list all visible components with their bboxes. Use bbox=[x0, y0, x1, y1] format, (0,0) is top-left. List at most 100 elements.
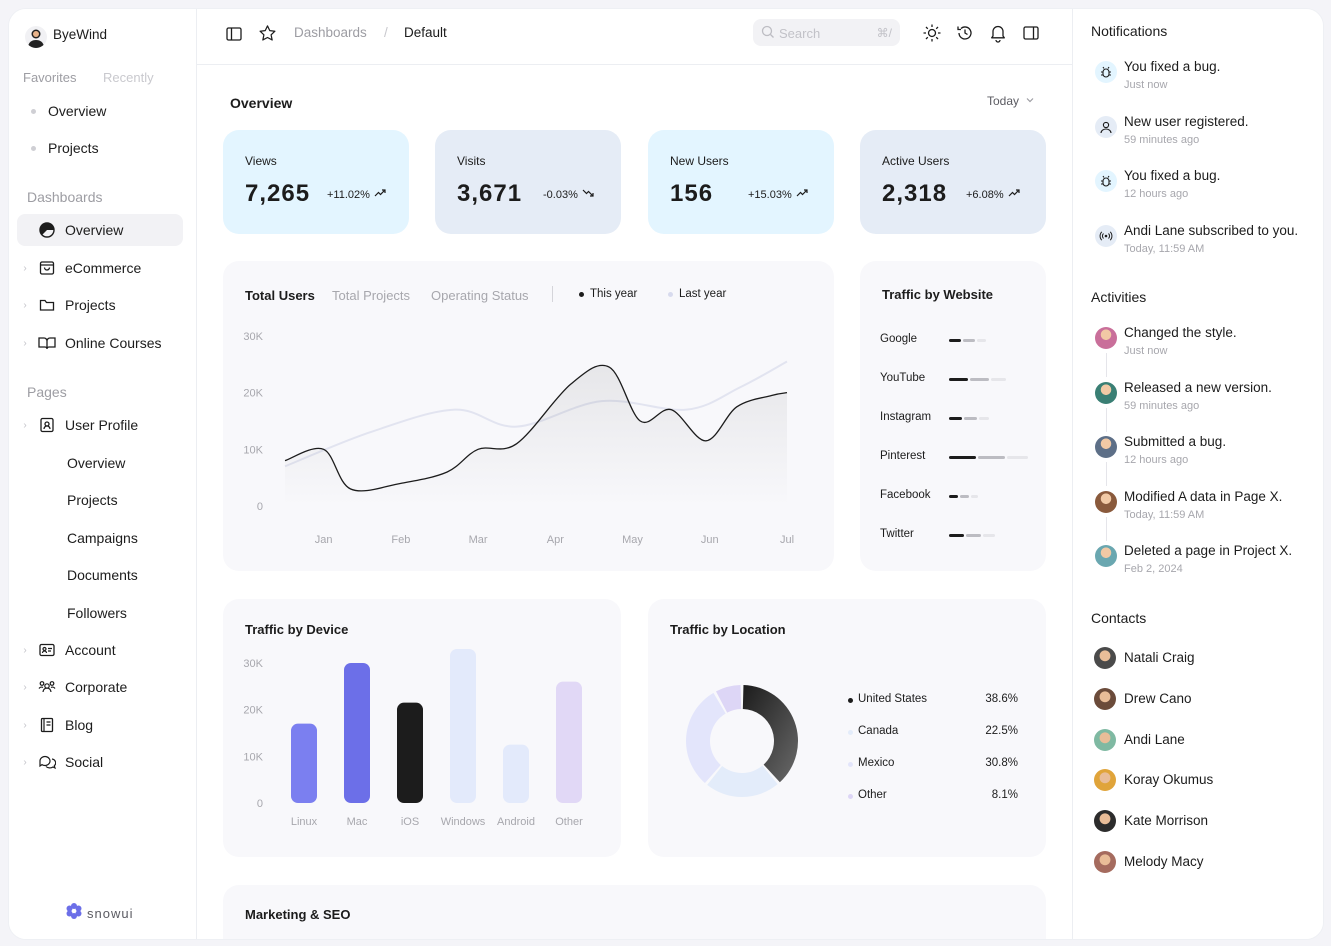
bar-android[interactable] bbox=[503, 744, 529, 803]
location-row[interactable]: Mexico 30.8% bbox=[848, 757, 1018, 773]
website-row[interactable]: Instagram bbox=[880, 411, 1040, 427]
app-window: ByeWind Favorites Recently Overview Proj… bbox=[8, 8, 1324, 940]
notifications-title: Notifications bbox=[1091, 23, 1168, 39]
x-tick-label: Windows bbox=[441, 816, 486, 828]
stat-card-active-users[interactable]: Active Users 2,318 +6.08% bbox=[860, 130, 1046, 234]
notification-time: 12 hours ago bbox=[1124, 188, 1189, 200]
website-bar-segment bbox=[983, 534, 995, 537]
tab-recently[interactable]: Recently bbox=[103, 70, 154, 85]
donut-slice[interactable] bbox=[707, 765, 778, 797]
activity-item[interactable]: Released a new version. 59 minutes ago bbox=[1091, 380, 1316, 426]
avatar bbox=[1094, 769, 1116, 792]
bell-icon[interactable] bbox=[988, 23, 1006, 43]
stat-card-views[interactable]: Views 7,265 +11.02% bbox=[223, 130, 409, 234]
sidebar-subitem-projects[interactable]: Projects bbox=[67, 492, 118, 508]
sidebar-item-projects[interactable]: › Projects bbox=[17, 289, 183, 321]
location-row[interactable]: United States 38.6% bbox=[848, 693, 1018, 709]
star-icon[interactable] bbox=[258, 24, 276, 42]
stat-card-visits[interactable]: Visits 3,671 -0.03% bbox=[435, 130, 621, 234]
sidebar-subitem-campaigns[interactable]: Campaigns bbox=[67, 530, 138, 546]
website-bar-segment bbox=[949, 417, 962, 420]
contact-item[interactable]: Andi Lane bbox=[1091, 728, 1291, 753]
tab-total-projects[interactable]: Total Projects bbox=[332, 288, 411, 303]
website-bar-segment bbox=[978, 456, 1005, 459]
sidebar-item-ecommerce[interactable]: › eCommerce bbox=[17, 252, 183, 284]
period-select[interactable]: Today bbox=[987, 94, 1035, 108]
tab-total-users[interactable]: Total Users bbox=[245, 288, 315, 303]
sidebar-item-social[interactable]: › Social bbox=[17, 746, 183, 778]
pie-chart-icon bbox=[37, 220, 57, 240]
tab-favorites[interactable]: Favorites bbox=[23, 70, 77, 85]
main-content: Dashboards / Default Search ⌘/ Overview … bbox=[197, 9, 1072, 939]
avatar bbox=[1094, 851, 1116, 873]
website-bar-segment bbox=[949, 339, 961, 342]
sidebar-item-online-courses[interactable]: › Online Courses bbox=[17, 327, 183, 359]
website-row[interactable]: Pinterest bbox=[880, 450, 1040, 466]
activity-text: Modified A data in Page X. bbox=[1124, 488, 1283, 504]
location-value: 30.8% bbox=[985, 757, 1018, 769]
donut-slice[interactable] bbox=[686, 692, 726, 783]
bar-other[interactable] bbox=[556, 681, 582, 803]
notification-item[interactable]: Andi Lane subscribed to you. Today, 11:59… bbox=[1091, 223, 1316, 269]
history-icon[interactable] bbox=[955, 23, 973, 41]
activity-item[interactable]: Deleted a page in Project X. Feb 2, 2024 bbox=[1091, 543, 1316, 589]
stat-card-new-users[interactable]: New Users 156 +15.03% bbox=[648, 130, 834, 234]
sidebar-item-blog[interactable]: › Blog bbox=[17, 709, 183, 741]
location-row[interactable]: Other 8.1% bbox=[848, 789, 1018, 805]
stat-label: Visits bbox=[457, 154, 486, 168]
sidebar-item-account[interactable]: › Account bbox=[17, 634, 183, 666]
brand-avatar[interactable] bbox=[25, 26, 47, 48]
favorite-item[interactable]: Projects bbox=[17, 132, 183, 164]
sidebar-item-overview[interactable]: Overview bbox=[17, 214, 183, 246]
website-bar-segment bbox=[971, 495, 978, 498]
search-input[interactable]: Search ⌘/ bbox=[753, 19, 900, 46]
activity-item[interactable]: Modified A data in Page X. Today, 11:59 A… bbox=[1091, 488, 1316, 535]
notification-item[interactable]: You fixed a bug. Just now bbox=[1091, 59, 1316, 105]
donut-slice[interactable] bbox=[716, 685, 742, 713]
tab-operating-status[interactable]: Operating Status bbox=[431, 288, 529, 303]
sidebar-subitem-overview[interactable]: Overview bbox=[67, 455, 126, 471]
x-tick-label: Mac bbox=[347, 816, 368, 828]
sidebar-item-corporate[interactable]: › Corporate bbox=[17, 671, 183, 703]
website-row[interactable]: YouTube bbox=[880, 372, 1040, 388]
activity-item[interactable]: Submitted a bug. 12 hours ago bbox=[1091, 434, 1316, 480]
sidebar-toggle-icon[interactable] bbox=[225, 25, 243, 43]
contact-name: Andi Lane bbox=[1124, 731, 1185, 747]
bar-linux[interactable] bbox=[291, 723, 317, 803]
website-row[interactable]: Google bbox=[880, 333, 1040, 349]
brand-name[interactable]: ByeWind bbox=[53, 27, 108, 42]
x-tick-label: iOS bbox=[401, 816, 419, 828]
favorite-item[interactable]: Overview bbox=[17, 95, 183, 127]
sidebar-item-label: Account bbox=[65, 642, 116, 658]
website-row[interactable]: Facebook bbox=[880, 489, 1040, 505]
website-row[interactable]: Twitter bbox=[880, 528, 1040, 544]
location-row[interactable]: Canada 22.5% bbox=[848, 725, 1018, 741]
bar-windows[interactable] bbox=[450, 649, 476, 803]
x-tick-label: May bbox=[622, 534, 643, 546]
contact-item[interactable]: Koray Okumus bbox=[1091, 769, 1291, 793]
breadcrumb-dashboards[interactable]: Dashboards bbox=[294, 25, 367, 40]
panel-toggle-icon[interactable] bbox=[1022, 24, 1040, 42]
bar-ios[interactable] bbox=[397, 702, 423, 803]
period-value: Today bbox=[987, 94, 1020, 108]
activity-item[interactable]: Changed the style. Just now bbox=[1091, 325, 1316, 371]
donut-slice[interactable] bbox=[742, 685, 798, 783]
sidebar-subitem-documents[interactable]: Documents bbox=[67, 567, 138, 583]
sidebar-item-user-profile[interactable]: › User Profile bbox=[17, 409, 183, 441]
y-tick-label: 30K bbox=[243, 658, 263, 670]
sun-icon[interactable] bbox=[922, 23, 941, 42]
website-bar-segment bbox=[949, 534, 964, 537]
bar-mac[interactable] bbox=[344, 663, 370, 803]
notification-item[interactable]: New user registered. 59 minutes ago bbox=[1091, 114, 1316, 160]
contact-item[interactable]: Natali Craig bbox=[1091, 647, 1291, 671]
contact-item[interactable]: Drew Cano bbox=[1091, 687, 1291, 712]
breadcrumb-current[interactable]: Default bbox=[404, 25, 447, 40]
chevron-right-icon: › bbox=[23, 681, 27, 693]
contact-item[interactable]: Kate Morrison bbox=[1091, 810, 1291, 834]
notification-item[interactable]: You fixed a bug. 12 hours ago bbox=[1091, 168, 1316, 214]
footer-logo: snowui bbox=[65, 902, 133, 925]
contact-item[interactable]: Melody Macy bbox=[1091, 851, 1291, 875]
sidebar-subitem-followers[interactable]: Followers bbox=[67, 605, 127, 621]
chevron-right-icon: › bbox=[23, 644, 27, 656]
notification-time: Today, 11:59 AM bbox=[1124, 242, 1205, 255]
